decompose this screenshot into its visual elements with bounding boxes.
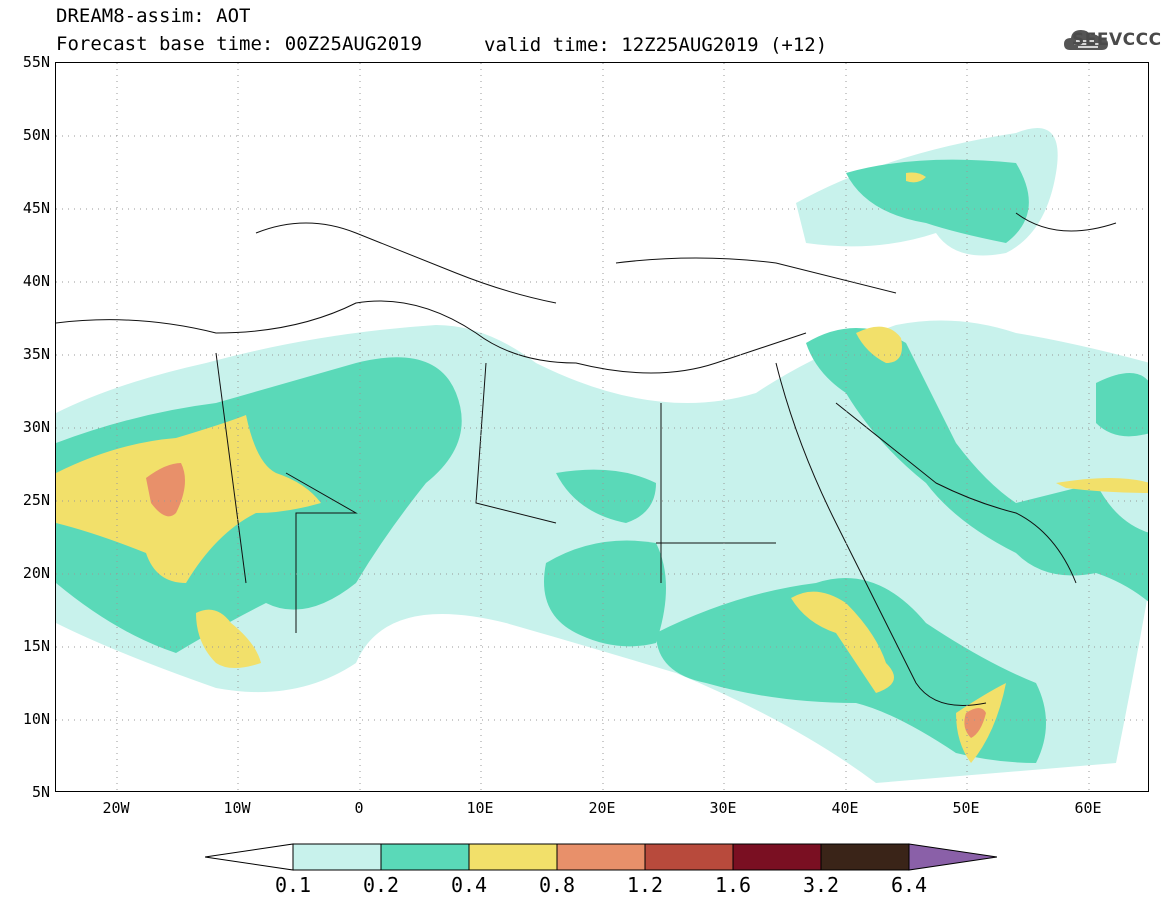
lon-label: 50E <box>952 799 980 817</box>
lon-label: 40E <box>831 799 859 817</box>
aot-level-0.2 <box>56 159 1148 763</box>
lon-label: 60E <box>1074 799 1102 817</box>
lat-label: 25N <box>22 491 50 509</box>
map-panel <box>55 62 1149 792</box>
colorbar-label: 0.1 <box>274 873 312 897</box>
colorbar-segment <box>820 843 910 871</box>
lat-label: 30N <box>22 418 50 436</box>
aot-map <box>56 63 1148 791</box>
colorbar-segment <box>644 843 734 871</box>
colorbar-label: 3.2 <box>802 873 840 897</box>
aot-level-0.8 <box>146 463 986 738</box>
lat-label: 20N <box>22 564 50 582</box>
colorbar-segment <box>556 843 646 871</box>
lon-label: 10W <box>223 799 251 817</box>
colorbar <box>205 843 997 871</box>
logo-text: SEEVCCC <box>1072 30 1162 50</box>
lat-label: 45N <box>22 199 50 217</box>
lon-label: 10E <box>466 799 494 817</box>
valid-time-label: valid time: 12Z25AUG2019 (+12) <box>484 34 828 56</box>
lat-label: 15N <box>22 637 50 655</box>
title-line-1: DREAM8-assim: AOT <box>56 5 251 27</box>
colorbar-segment <box>732 843 822 871</box>
lat-label: 55N <box>22 53 50 71</box>
colorbar-over-arrow <box>908 843 997 871</box>
lon-label: 20E <box>588 799 616 817</box>
lat-label: 35N <box>22 345 50 363</box>
lon-label: 0 <box>354 799 364 817</box>
lon-label: 20W <box>102 799 130 817</box>
graticule <box>56 63 1148 791</box>
colorbar-segment <box>380 843 470 871</box>
cloud-icon <box>1064 30 1108 50</box>
coastlines <box>56 212 1117 706</box>
colorbar-label: 0.8 <box>538 873 576 897</box>
colorbar-label: 0.4 <box>450 873 488 897</box>
title-line-2: Forecast base time: 00Z25AUG2019 <box>56 33 423 55</box>
colorbar-segment <box>292 843 382 871</box>
colorbar-segment <box>468 843 558 871</box>
lat-label: 40N <box>22 272 50 290</box>
lon-label: 30E <box>709 799 737 817</box>
colorbar-label: 6.4 <box>890 873 928 897</box>
colorbar-label: 0.2 <box>362 873 400 897</box>
lat-label: 10N <box>22 710 50 728</box>
colorbar-under-arrow <box>205 843 294 871</box>
colorbar-label: 1.2 <box>626 873 664 897</box>
colorbar-label: 1.6 <box>714 873 752 897</box>
lat-label: 50N <box>22 126 50 144</box>
lat-label: 5N <box>31 783 50 801</box>
